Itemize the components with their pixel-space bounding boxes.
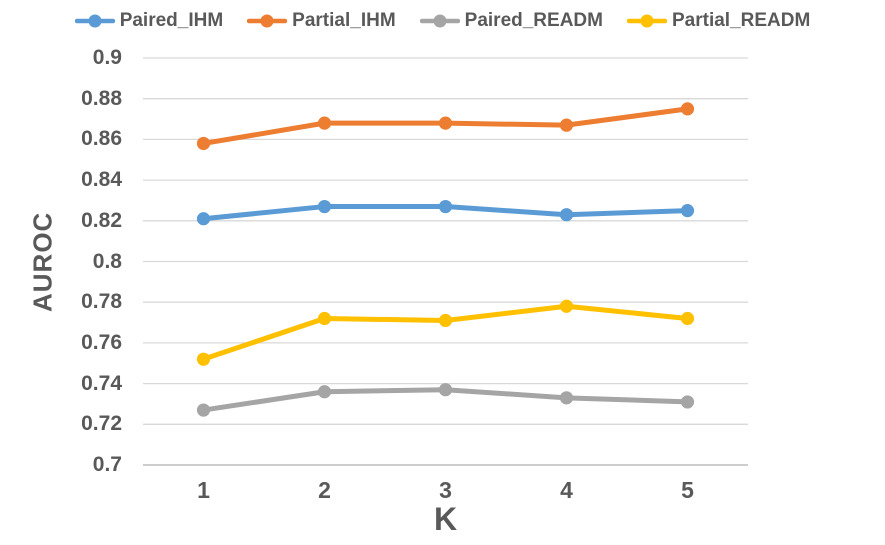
y-tick-label: 0.84 [81, 168, 122, 192]
y-tick-label: 0.7 [92, 453, 122, 476]
legend-line-marker-icon [74, 14, 115, 28]
series-marker-paired-ihm [438, 199, 453, 214]
x-axis-title: K [433, 501, 458, 537]
series-marker-partial-readm [196, 352, 211, 366]
legend-line-marker-icon [419, 14, 460, 28]
y-tick-label: 0.78 [81, 290, 122, 314]
series-marker-partial-ihm [196, 136, 211, 151]
legend-item-paired-readm: Paired_READM [419, 10, 603, 32]
legend-circle [260, 14, 274, 28]
legend-label: Partial_READM [671, 10, 811, 31]
series-marker-partial-readm [317, 311, 332, 326]
x-tick-label: 3 [439, 477, 452, 503]
series-marker-partial-readm [680, 311, 695, 326]
series-marker-paired-ihm [317, 199, 332, 214]
x-tick-label: 2 [318, 477, 331, 503]
x-tick-label: 5 [681, 477, 694, 503]
series-marker-partial-readm [438, 313, 453, 328]
series-marker-partial-ihm [317, 116, 332, 130]
y-tick-label: 0.76 [81, 330, 122, 354]
legend-label: Paired_IHM [119, 10, 224, 31]
x-tick-label: 4 [560, 477, 573, 503]
legend-circle [88, 14, 102, 28]
legend-circle [640, 14, 654, 28]
y-tick-label: 0.88 [81, 86, 122, 110]
y-tick-label: 0.8 [92, 249, 122, 273]
y-tick-label: 0.72 [81, 412, 122, 436]
series-marker-paired-ihm [196, 212, 211, 226]
y-tick-label: 0.82 [81, 208, 122, 232]
legend-line-marker-icon [626, 14, 667, 28]
y-tick-label: 0.86 [81, 127, 122, 151]
legend-label: Paired_READM [464, 10, 603, 31]
x-tick-label: 1 [197, 477, 210, 503]
series-marker-paired-readm [196, 403, 211, 417]
legend-item-paired-ihm: Paired_IHM [74, 10, 224, 32]
series-marker-paired-readm [438, 383, 453, 397]
legend-label: Partial_IHM [292, 10, 396, 31]
series-marker-partial-ihm [559, 118, 574, 132]
series-marker-partial-readm [559, 299, 574, 313]
legend-circle [433, 14, 447, 28]
series-marker-paired-readm [559, 391, 574, 405]
legend-line-marker-icon [247, 14, 288, 28]
series-marker-paired-ihm [680, 204, 695, 218]
y-tick-label: 0.74 [81, 371, 122, 395]
series-marker-partial-ihm [438, 116, 453, 130]
series-marker-paired-ihm [559, 208, 574, 222]
y-tick-label: 0.9 [92, 46, 122, 69]
series-marker-paired-readm [317, 385, 332, 399]
series-marker-paired-readm [680, 395, 695, 409]
legend-item-partial-ihm: Partial_IHM [247, 10, 396, 32]
chart-legend: Paired_IHM Partial_IHM Paired_READM Partial… [0, 10, 885, 32]
legend-item-partial-readm: Partial_READM [626, 10, 811, 32]
series-marker-partial-ihm [680, 102, 695, 116]
